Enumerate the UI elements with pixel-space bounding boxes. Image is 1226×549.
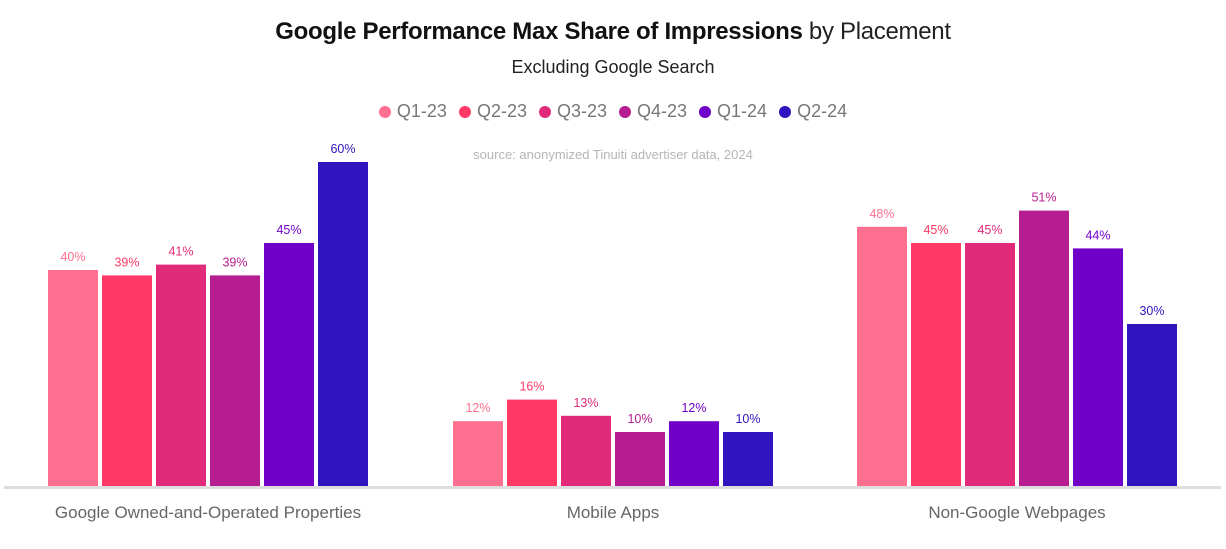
legend: Q1-23 Q2-23 Q3-23 Q4-23 Q1-24 Q2-24 [0, 101, 1226, 122]
category-label: Non-Google Webpages [928, 503, 1105, 522]
bar[interactable] [264, 243, 314, 486]
bar-value-label: 12% [465, 401, 490, 415]
bar[interactable] [857, 226, 907, 487]
bar-value-label: 10% [735, 412, 760, 426]
legend-swatch [619, 105, 631, 118]
bar-value-label: 48% [869, 207, 894, 221]
bar-group: 12% 16% 13% 10% 12% 10% Mobile Apps [453, 380, 773, 522]
source-note: source: anonymized Tinuiti advertiser da… [473, 147, 753, 162]
legend-label: Q4-23 [637, 101, 688, 121]
bar[interactable] [102, 275, 152, 486]
bar[interactable] [507, 399, 557, 486]
legend-item[interactable]: Q1-23 [378, 101, 447, 122]
bar[interactable] [1127, 324, 1177, 486]
legend-item[interactable]: Q2-24 [779, 101, 847, 122]
bar[interactable] [48, 270, 98, 486]
bar-value-label: 10% [627, 412, 652, 426]
bar[interactable] [965, 243, 1015, 486]
bar[interactable] [1073, 248, 1123, 486]
bar-value-label: 41% [168, 245, 193, 259]
bar-value-label: 51% [1031, 191, 1056, 205]
legend-label: Q2-24 [797, 101, 848, 121]
bar-value-label: 12% [681, 401, 706, 415]
bar-value-label: 40% [60, 250, 85, 264]
bar[interactable] [723, 432, 773, 486]
legend-label: Q1-24 [717, 101, 768, 121]
bar-value-label: 44% [1085, 228, 1110, 242]
legend-swatch [538, 105, 551, 118]
bar-value-label: 13% [573, 396, 598, 410]
legend-item[interactable]: Q2-23 [458, 101, 527, 122]
chart-title: Google Performance Max Share of Impressi… [0, 18, 1226, 46]
legend-swatch [779, 105, 792, 118]
bar-value-label: 16% [519, 380, 544, 394]
bar[interactable] [669, 421, 719, 486]
bar[interactable] [911, 243, 961, 486]
legend-item[interactable]: Q3-23 [538, 101, 607, 122]
bar-value-label: 39% [114, 255, 139, 269]
bar[interactable] [318, 162, 368, 486]
chart-subtitle: Excluding Google Search [511, 57, 715, 77]
bar[interactable] [615, 432, 665, 486]
bar[interactable] [156, 264, 206, 486]
legend-swatch [699, 105, 712, 118]
legend-item[interactable]: Q1-24 [699, 101, 767, 122]
legend-swatch [458, 105, 471, 118]
legend-swatch [378, 105, 391, 118]
bar-value-label: 30% [1139, 304, 1164, 318]
bar[interactable] [1019, 210, 1069, 486]
chart-title-bold: Google Performance Max Share of Impressi… [275, 18, 803, 45]
bar-value-label: 45% [276, 223, 301, 237]
bar[interactable] [210, 275, 260, 486]
legend-label: Q2-23 [476, 101, 527, 121]
bar[interactable] [453, 421, 503, 486]
category-label: Mobile Apps [567, 503, 660, 522]
bar-value-label: 60% [330, 142, 355, 156]
legend-item[interactable]: Q4-23 [619, 101, 687, 122]
bar-value-label: 39% [222, 255, 247, 269]
legend-label: Q3-23 [556, 101, 607, 121]
bar-group: 40% 39% 41% 39% 45% 60% Google Owned-and-Opera… [48, 142, 368, 522]
legend-label: Q1-23 [396, 101, 447, 121]
bar[interactable] [561, 415, 611, 486]
bar-value-label: 45% [977, 223, 1002, 237]
x-axis-baseline [4, 486, 1221, 489]
bar-value-label: 45% [923, 223, 948, 237]
category-label: Google Owned-and-Operated Properties [55, 503, 361, 522]
chart-title-light: by Placement [808, 18, 951, 45]
bar-group: 48% 45% 45% 51% 44% 30% Non-Google Webpages [857, 191, 1177, 522]
